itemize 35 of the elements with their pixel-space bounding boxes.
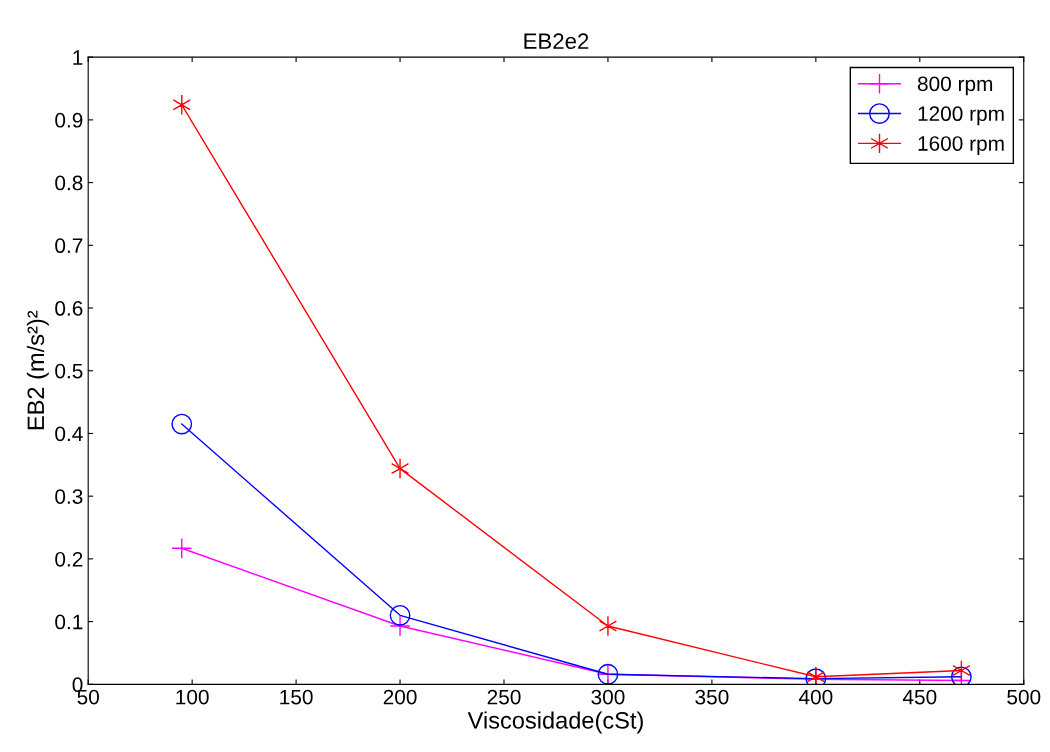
point xyxy=(952,660,971,681)
point xyxy=(390,458,410,479)
x-tick-label: 200 xyxy=(383,689,417,705)
point xyxy=(171,537,193,559)
point xyxy=(389,615,411,637)
x-tick-label: 50 xyxy=(77,689,99,705)
y-tick-label: 0.7 xyxy=(55,238,83,254)
x-tick-label: 400 xyxy=(798,689,833,705)
y-tick-label: 1 xyxy=(73,50,83,65)
y-tick-label: 0.9 xyxy=(55,112,83,128)
x-tick-label: 300 xyxy=(591,689,625,705)
y-tick-label: 0.8 xyxy=(55,175,83,191)
y-axis-title: EB2 (m/s²)² xyxy=(26,310,49,430)
legend-label: 1200 rpm xyxy=(918,106,1004,126)
x-axis-title: Viscosidade(cSt) xyxy=(467,711,643,734)
y-tick-label: 0.4 xyxy=(55,426,83,442)
point xyxy=(171,413,193,435)
y-tick-label: 0.3 xyxy=(55,489,83,504)
chart-title: EB2e2 xyxy=(524,33,589,50)
y-tick-label: 0.2 xyxy=(55,551,83,567)
y-tick-label: 0.6 xyxy=(55,301,83,316)
point xyxy=(172,94,191,116)
y-tick-label: 0.5 xyxy=(55,363,83,379)
x-tick-label: 250 xyxy=(487,689,521,705)
legend-label: 1600 rpm xyxy=(918,136,1004,155)
y-tick-label: 0.1 xyxy=(55,614,83,630)
x-tick-label: 450 xyxy=(902,689,937,705)
point xyxy=(389,604,411,626)
legend-label: 800 rpm xyxy=(917,76,993,96)
x-tick-label: 500 xyxy=(1007,689,1041,705)
point xyxy=(598,615,618,637)
x-tick-label: 150 xyxy=(280,689,313,705)
x-tick-label: 350 xyxy=(695,689,729,705)
point xyxy=(950,666,972,685)
x-tick-label: 100 xyxy=(176,689,209,705)
